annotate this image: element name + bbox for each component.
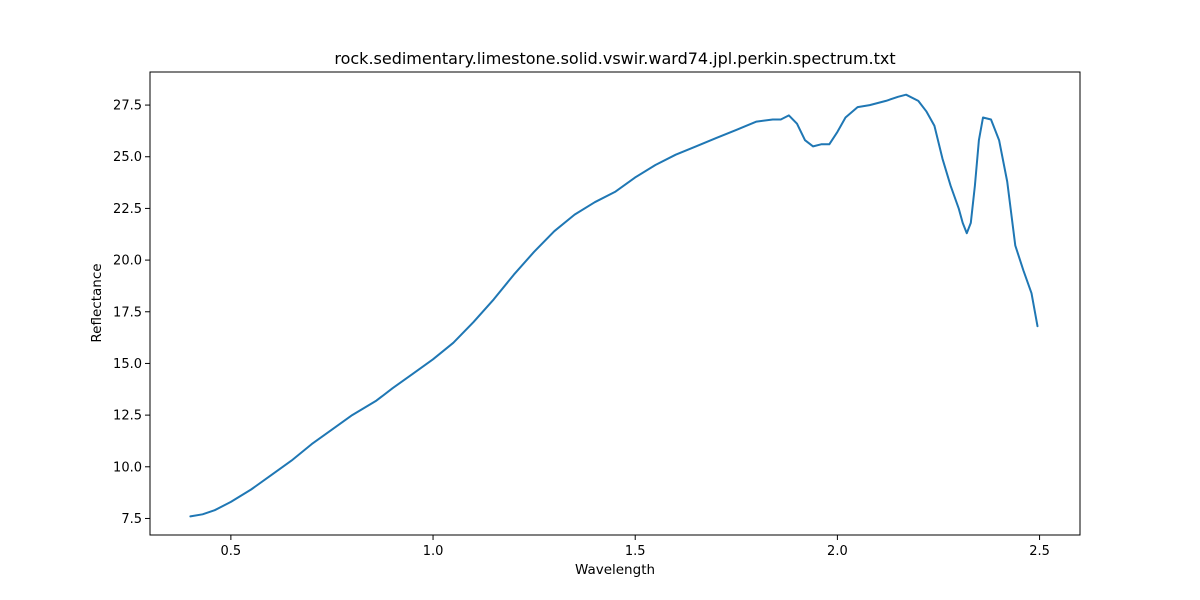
y-tick-label: 17.5 — [113, 305, 142, 320]
y-tick-label: 27.5 — [113, 99, 142, 114]
x-axis-label: Wavelength — [575, 562, 655, 578]
x-tick-label: 2.5 — [1029, 544, 1050, 559]
y-tick-label: 15.0 — [113, 357, 142, 372]
y-tick-label: 25.0 — [113, 150, 142, 165]
spectrum-line — [189, 93, 1039, 518]
y-axis-ticks: 7.5 10.0 12.5 15.0 17.5 20.0 22.5 25.0 27.5 — [113, 99, 150, 527]
y-tick-label: 22.5 — [113, 202, 142, 217]
chart-title: rock.sedimentary.limestone.solid.vswir.w… — [334, 49, 895, 68]
y-tick-label: 10.0 — [113, 460, 142, 475]
axes-background — [150, 72, 1080, 535]
y-tick-label: 12.5 — [113, 409, 142, 424]
x-tick-label: 1.5 — [625, 544, 646, 559]
y-tick-label: 7.5 — [121, 512, 142, 527]
x-tick-label: 1.0 — [423, 544, 444, 559]
y-tick-label: 20.0 — [113, 254, 142, 269]
x-tick-label: 2.0 — [827, 544, 848, 559]
x-axis-ticks: 0.5 1.0 1.5 2.0 2.5 — [221, 535, 1050, 559]
plot-area: 0.5 1.0 1.5 2.0 2.5 7.5 10.0 12.5 15.0 17.5 20.0 2… — [113, 71, 1081, 559]
y-axis-label: Reflectance — [89, 263, 105, 342]
x-tick-label: 0.5 — [221, 544, 242, 559]
axes-frame — [149, 71, 1081, 536]
